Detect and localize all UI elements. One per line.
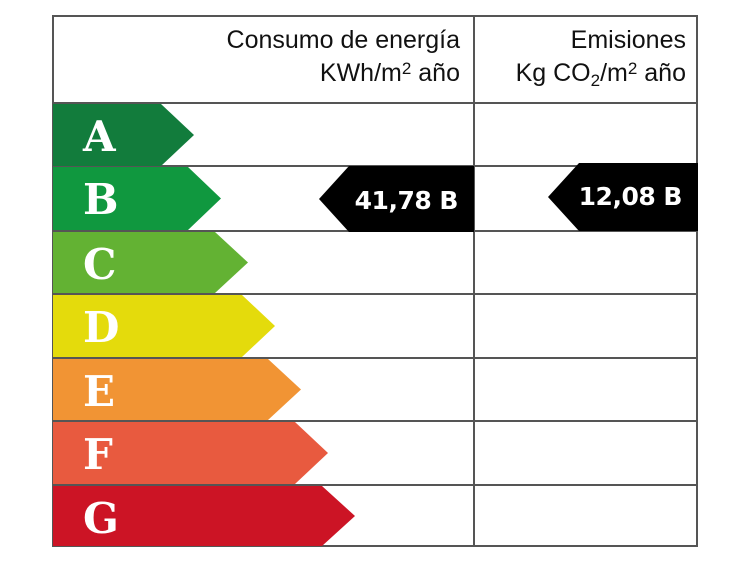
band-letter: E	[83, 367, 116, 416]
band-a: A	[53, 104, 195, 167]
energy-header-title: Consumo de energía	[226, 26, 460, 54]
band-letter: A	[83, 112, 116, 161]
band-letter: G	[83, 494, 119, 543]
band-arrow-shape	[53, 359, 301, 420]
emissions-rating-marker: 12,08 B	[548, 163, 698, 231]
band-letter: D	[83, 303, 120, 352]
band-arrow-shape	[53, 232, 248, 293]
band-letter: C	[83, 240, 117, 289]
row-divider	[52, 357, 698, 359]
energy-rating-marker: 41,78 B	[319, 166, 474, 232]
band-d: D	[53, 295, 276, 358]
band-c: C	[53, 232, 249, 295]
emissions-rating-value: 12,08 B	[578, 182, 683, 211]
energy-header-unit: KWh/m2 año	[319, 59, 460, 87]
emissions-header-unit: Kg CO2/m2 año	[515, 59, 686, 90]
energy-rating-value: 41,78 B	[354, 186, 459, 215]
marker-arrow-shape	[319, 166, 474, 232]
emissions-header-title: Emisiones	[570, 26, 686, 54]
marker-arrow-shape	[548, 163, 698, 231]
band-g: G	[53, 486, 356, 549]
band-e: E	[53, 359, 302, 422]
band-arrow-shape	[53, 104, 194, 166]
band-arrow-shape	[53, 167, 221, 230]
band-letter: B	[83, 175, 119, 224]
band-arrow-shape	[53, 422, 328, 484]
band-arrow-shape	[53, 295, 275, 357]
header-divider	[52, 102, 698, 104]
band-letter: F	[83, 430, 113, 479]
band-f: F	[53, 422, 329, 485]
row-divider	[52, 420, 698, 422]
band-b: B	[53, 167, 222, 230]
column-divider	[473, 15, 475, 547]
energy-column-header: Consumo de energía KWh/m2 año	[60, 24, 460, 90]
row-divider	[52, 484, 698, 486]
emissions-column-header: Emisiones Kg CO2/m2 año	[478, 24, 686, 90]
row-divider	[52, 293, 698, 295]
band-arrow-shape	[53, 486, 355, 546]
